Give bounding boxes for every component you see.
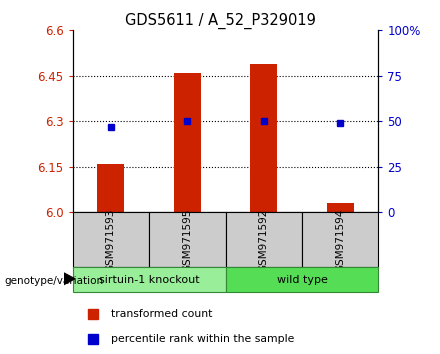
Bar (327, 203, 354, 212)
Bar (149, 212, 225, 267)
Bar (226, 212, 302, 267)
Text: GSM971594: GSM971594 (335, 208, 345, 272)
Text: transformed count: transformed count (111, 309, 212, 320)
Polygon shape (64, 273, 75, 285)
Bar (73, 267, 226, 292)
Bar (174, 73, 201, 212)
Text: GDS5611 / A_52_P329019: GDS5611 / A_52_P329019 (125, 12, 315, 29)
Bar (97, 164, 124, 212)
Bar (226, 267, 378, 292)
Text: wild type: wild type (276, 275, 327, 285)
Bar (302, 212, 378, 267)
Bar (250, 63, 277, 212)
Text: GSM971595: GSM971595 (182, 208, 192, 272)
Bar (73, 212, 149, 267)
Text: GSM971592: GSM971592 (259, 208, 269, 272)
Text: sirtuin-1 knockout: sirtuin-1 knockout (99, 275, 199, 285)
Text: genotype/variation: genotype/variation (4, 276, 103, 286)
Text: percentile rank within the sample: percentile rank within the sample (111, 333, 294, 344)
Text: GSM971593: GSM971593 (106, 208, 116, 272)
